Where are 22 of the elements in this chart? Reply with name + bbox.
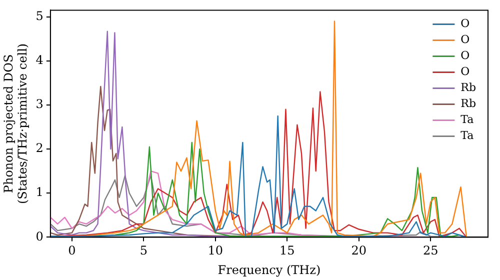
y-tick-label: 2	[36, 141, 44, 156]
legend-label: O	[460, 17, 470, 30]
y-axis-title: Phonon projected DOS (States/THz·primitive cell)	[1, 43, 30, 204]
x-tick-label: 0	[68, 244, 76, 258]
x-tick-label: 25	[422, 244, 438, 258]
legend-label: Rb	[460, 81, 476, 94]
legend-label: Rb	[460, 97, 476, 110]
legend-label: O	[460, 49, 470, 62]
x-tick-label: 15	[280, 244, 295, 258]
y-tick-label: 1	[36, 185, 44, 200]
y-tick-label: 4	[36, 53, 44, 68]
legend-label: O	[460, 33, 470, 46]
x-tick-label: 10	[208, 244, 224, 258]
y-tick-label: 0	[36, 229, 44, 244]
legend-label: Ta	[460, 113, 474, 126]
y-tick-label: 5	[36, 8, 44, 23]
x-tick-label: 20	[351, 244, 367, 258]
legend-label: O	[460, 65, 470, 78]
y-tick-label: 3	[36, 97, 44, 112]
x-axis-title: Frequency (THz)	[218, 262, 321, 277]
x-tick-label: 5	[140, 244, 148, 258]
legend-label: Ta	[460, 129, 474, 142]
